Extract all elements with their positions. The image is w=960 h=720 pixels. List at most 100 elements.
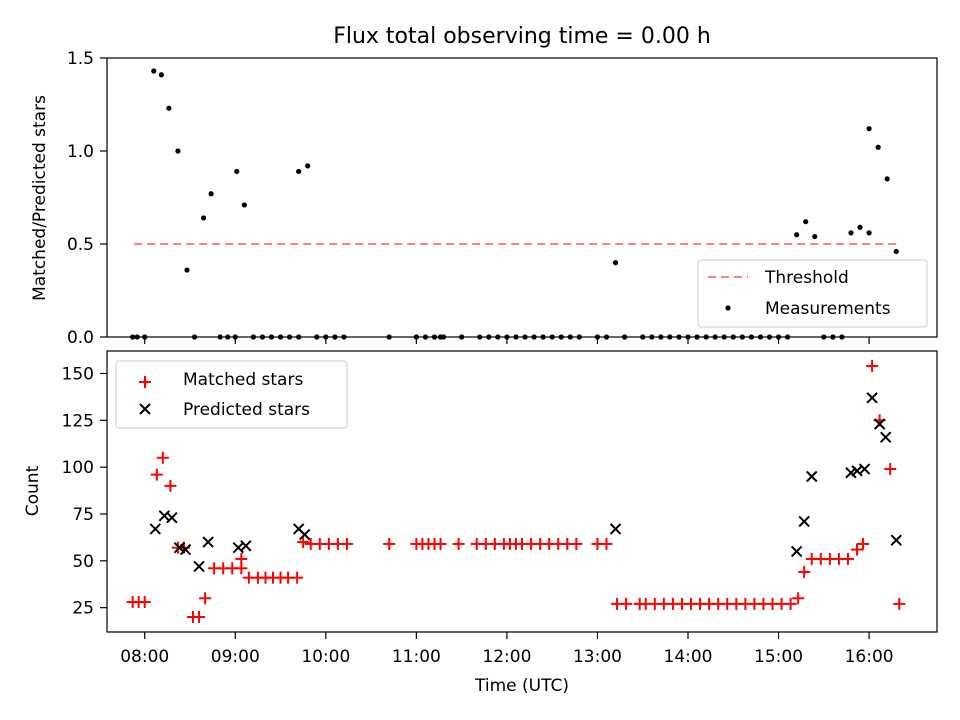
measurement-point xyxy=(866,126,872,132)
predicted-star-d2 xyxy=(879,431,892,443)
matched-star-point xyxy=(884,463,897,476)
bottom-xtick-label: 16:00 xyxy=(845,647,894,667)
predicted-star-point xyxy=(193,560,205,573)
matched-star-point xyxy=(297,536,310,549)
legend-measurements-label: Measurements xyxy=(765,299,891,319)
top-axes-frame xyxy=(106,57,938,338)
bottom-panel: Count Time (UTC) 25 50 75 100 125 150 08:00 09… xyxy=(23,350,938,696)
predicted-star-point xyxy=(298,528,311,541)
predicted-star-d2 xyxy=(193,560,205,573)
measurement-point xyxy=(208,191,214,197)
top-legend-box xyxy=(697,259,928,328)
top-legend: Threshold Measurements xyxy=(697,259,928,328)
measurement-point xyxy=(200,215,207,221)
legend-predicted-label: Predicted stars xyxy=(183,400,310,420)
bottom-x-axis-label: Time (UTC) xyxy=(474,676,569,696)
predicted-star-d2 xyxy=(179,543,192,556)
matched-star-point xyxy=(792,592,805,605)
bottom-ytick-label: 125 xyxy=(62,411,94,431)
bottom-y-axis: 25 50 75 100 125 150 xyxy=(62,364,107,619)
matched-star-point xyxy=(193,611,206,624)
measurement-point xyxy=(305,163,311,169)
measurement-point xyxy=(866,230,872,236)
predicted-star-point xyxy=(179,543,192,556)
predicted-star-point xyxy=(806,470,818,483)
predicted-star-d2 xyxy=(240,540,252,552)
measurement-point xyxy=(241,202,247,208)
matched-star-point xyxy=(235,552,248,565)
measurement-point xyxy=(184,267,190,273)
bottom-ytick-label: 50 xyxy=(72,552,94,572)
bottom-ytick-label: 75 xyxy=(72,505,94,525)
predicted-star-d2 xyxy=(851,465,863,477)
predicted-star-d2 xyxy=(173,541,186,554)
legend-matched-label: Matched stars xyxy=(183,370,303,390)
bottom-xtick-label: 15:00 xyxy=(754,647,803,667)
top-ytick-label: 0.5 xyxy=(67,235,94,255)
predicted-star-point xyxy=(798,515,810,528)
measurement-point xyxy=(175,148,181,154)
top-y-axis-label: Matched/Predicted stars xyxy=(30,95,50,301)
bottom-xtick-label: 12:00 xyxy=(482,647,531,667)
matched-star-point xyxy=(164,479,177,492)
measurement-point xyxy=(803,219,809,225)
measurement-point xyxy=(884,176,890,182)
predicted-star-point xyxy=(873,418,886,430)
legend-matched-swatch xyxy=(139,376,151,388)
matched-star-point xyxy=(620,597,633,610)
chart-title: Flux total observing time = 0.00 h xyxy=(333,24,711,49)
top-ytick-label: 1.0 xyxy=(67,142,94,162)
bottom-ytick-label: 100 xyxy=(62,458,94,478)
matched-star-point xyxy=(452,537,465,550)
predicted-star-d2 xyxy=(890,534,902,546)
predicted-star-d2 xyxy=(609,523,622,535)
top-ytick-label: 0.0 xyxy=(67,328,94,348)
bottom-xtick-label: 09:00 xyxy=(211,647,260,667)
measurement-point xyxy=(848,230,854,236)
measurement-point xyxy=(612,260,619,266)
predicted-star-d2 xyxy=(858,463,871,475)
predicted-star-d2 xyxy=(298,528,311,541)
measurement-point xyxy=(158,72,164,78)
bottom-legend: Matched stars Predicted stars xyxy=(115,360,348,429)
matched-star-point xyxy=(851,543,864,556)
predicted-star-d2 xyxy=(806,470,818,483)
measurement-point xyxy=(166,105,172,111)
legend-threshold-label: Threshold xyxy=(764,268,849,288)
predicted-star-point xyxy=(609,523,622,535)
bottom-ytick-label: 25 xyxy=(72,599,94,619)
predicted-star-point xyxy=(166,512,178,524)
measurement-point xyxy=(812,233,818,240)
predicted-star-d2 xyxy=(292,523,305,535)
matched-star-point xyxy=(291,571,304,584)
matched-star-point xyxy=(340,537,353,550)
bottom-xtick-label: 13:00 xyxy=(573,647,622,667)
bottom-axes-frame xyxy=(106,350,938,633)
matched-star-point xyxy=(138,596,151,609)
top-y-axis: 0.0 0.5 1.0 1.5 xyxy=(67,49,107,348)
matched-star-point xyxy=(156,451,169,464)
bottom-xtick-label: 10:00 xyxy=(301,647,350,667)
predicted-star-point xyxy=(149,523,161,535)
matched-star-point xyxy=(841,552,854,565)
measurement-point xyxy=(151,68,157,74)
measurement-point xyxy=(234,168,240,175)
predicted-star-point xyxy=(890,534,902,546)
measurement-point xyxy=(794,232,800,238)
measurement-point xyxy=(875,144,881,150)
matched-star-point xyxy=(798,566,811,579)
matched-star-point xyxy=(857,537,870,550)
matched-star-point xyxy=(866,359,879,372)
measurement-point xyxy=(857,224,863,230)
bottom-xtick-label: 11:00 xyxy=(392,647,441,667)
bottom-x-axis: 08:00 09:00 10:00 11:00 12:00 13:00 14:00 15:00… xyxy=(120,632,894,667)
matched-star-point xyxy=(600,537,613,550)
predicted-star-d2 xyxy=(866,392,878,404)
predicted-star-d2 xyxy=(202,536,214,548)
measurement-point xyxy=(893,248,899,255)
bottom-xtick-label: 08:00 xyxy=(120,647,169,667)
predicted-star-point xyxy=(240,540,252,552)
predicted-star-point xyxy=(879,431,892,443)
legend-predicted-swatch xyxy=(139,403,151,415)
